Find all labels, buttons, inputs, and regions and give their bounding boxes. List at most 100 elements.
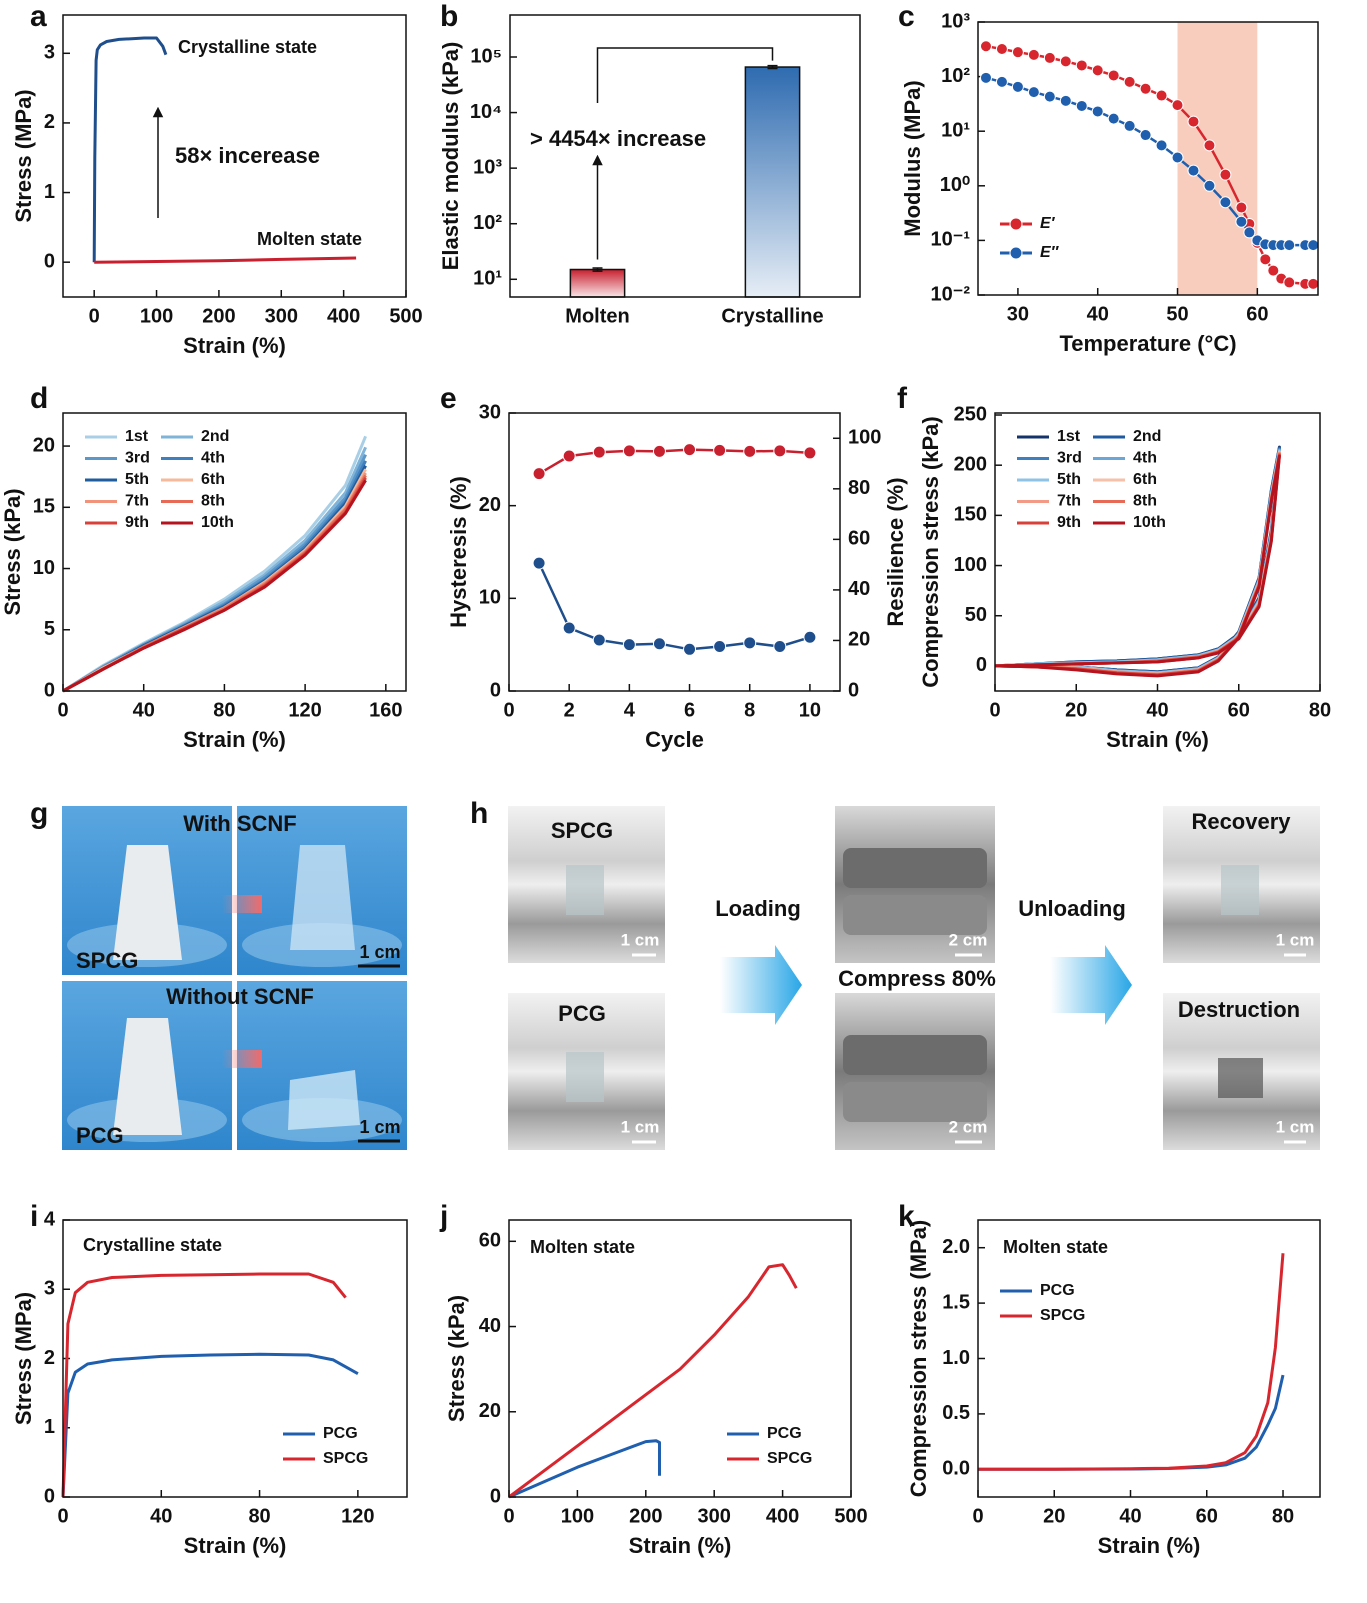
panel-label: a bbox=[30, 0, 47, 33]
y-axis-label: Stress (MPa) bbox=[11, 1292, 36, 1425]
photo-label: SPCG bbox=[551, 818, 613, 843]
x-tick-label: 0 bbox=[503, 699, 514, 721]
x-tick-label: 120 bbox=[288, 699, 321, 721]
plate bbox=[843, 895, 987, 935]
panel-label: d bbox=[30, 382, 48, 415]
photo-panel-g: g With SCNF SPCG 1 cm Without SCNF PCG 1… bbox=[30, 797, 407, 1150]
annotation: Crystalline state bbox=[178, 37, 317, 57]
x-tick-label: 200 bbox=[629, 1505, 662, 1527]
y2-tick-label: 40 bbox=[848, 578, 870, 600]
panel-label: g bbox=[30, 797, 48, 830]
y2-tick-label: 0 bbox=[848, 679, 859, 701]
x-axis-label: Strain (%) bbox=[184, 1533, 287, 1558]
marker bbox=[1091, 105, 1104, 118]
x-tick-label: 40 bbox=[133, 699, 155, 721]
marker bbox=[1203, 139, 1216, 152]
marker bbox=[652, 444, 666, 458]
y-axis-label: Stress (kPa) bbox=[444, 1295, 469, 1422]
panel-label: j bbox=[439, 1200, 448, 1233]
marker bbox=[1171, 99, 1184, 112]
photo-label: Destruction bbox=[1178, 997, 1300, 1022]
sample bbox=[566, 1052, 604, 1102]
x-tick-label: 100 bbox=[140, 305, 173, 327]
x-tick-label: 200 bbox=[202, 305, 235, 327]
legend-label: 3rd bbox=[1057, 450, 1082, 467]
arrow bbox=[720, 945, 802, 1025]
x-tick-label: Molten bbox=[565, 305, 629, 327]
y-tick-label: 0 bbox=[44, 250, 55, 272]
y-axis-label: Compression stress (kPa) bbox=[918, 416, 943, 687]
error-bar bbox=[767, 64, 778, 70]
scale-label: 1 cm bbox=[621, 930, 660, 949]
legend-label: 8th bbox=[1133, 493, 1157, 510]
legend-label: 1st bbox=[125, 428, 149, 445]
marker bbox=[1075, 59, 1088, 72]
legend-label: SPCG bbox=[767, 1450, 812, 1467]
legend-label: 9th bbox=[1057, 514, 1081, 531]
marker bbox=[1219, 196, 1232, 209]
legend-label: 4th bbox=[1133, 450, 1157, 467]
plot-frame bbox=[994, 412, 1321, 692]
marker bbox=[1027, 86, 1040, 99]
x-tick-label: 60 bbox=[1228, 699, 1250, 721]
panel-label: i bbox=[30, 1200, 38, 1233]
y-tick-label: 0 bbox=[490, 679, 501, 701]
photo-label: Recovery bbox=[1191, 809, 1291, 834]
x-tick-label: 10 bbox=[799, 699, 821, 721]
x-tick-label: 400 bbox=[327, 305, 360, 327]
sample bbox=[290, 845, 355, 950]
y-tick-label: 1 bbox=[44, 1416, 55, 1438]
arrow bbox=[222, 895, 262, 913]
panel-label: k bbox=[898, 1200, 915, 1233]
y2-axis-label: Resilience (%) bbox=[883, 477, 908, 626]
marker bbox=[743, 636, 757, 650]
panel-label: c bbox=[898, 0, 915, 33]
y-tick-label: 40 bbox=[479, 1315, 501, 1337]
scale-label: 1 cm bbox=[1276, 1117, 1315, 1136]
photo-panel-h: h SPCG 1 cm PCG 1 cm Loading Compress 80… bbox=[470, 797, 1320, 1150]
sample bbox=[1218, 1058, 1263, 1098]
marker bbox=[622, 444, 636, 458]
marker bbox=[1123, 119, 1136, 132]
y-tick-label: 60 bbox=[479, 1230, 501, 1252]
legend-label: 7th bbox=[1057, 493, 1081, 510]
marker bbox=[1235, 201, 1248, 214]
marker bbox=[743, 444, 757, 458]
legend-label: PCG bbox=[323, 1425, 358, 1442]
series-line bbox=[508, 1263, 798, 1499]
series-line bbox=[994, 454, 1281, 678]
y-tick-label: 50 bbox=[965, 604, 987, 626]
x-tick-label: 0 bbox=[989, 699, 1000, 721]
y2-tick-label: 60 bbox=[848, 528, 870, 550]
series-line bbox=[508, 1439, 661, 1499]
marker bbox=[1307, 277, 1320, 290]
y-tick-label: 10⁻² bbox=[931, 283, 971, 305]
marker bbox=[622, 638, 636, 652]
marker bbox=[1139, 82, 1152, 95]
arrow bbox=[222, 1050, 262, 1068]
x-tick-label: 500 bbox=[834, 1505, 867, 1527]
series-line bbox=[62, 453, 367, 693]
y-tick-label: 0.0 bbox=[942, 1458, 970, 1480]
y-tick-label: 150 bbox=[954, 504, 987, 526]
x-tick-label: 50 bbox=[1166, 303, 1188, 325]
y-tick-label: 10³ bbox=[941, 10, 970, 32]
y-tick-label: 0 bbox=[44, 679, 55, 701]
y-tick-label: 10 bbox=[33, 557, 55, 579]
marker bbox=[1043, 90, 1056, 103]
y-tick-label: 1 bbox=[44, 181, 55, 203]
y-axis-label: Hysteresis (%) bbox=[446, 476, 471, 628]
legend-label: PCG bbox=[1040, 1282, 1075, 1299]
y-tick-label: 20 bbox=[479, 1400, 501, 1422]
plate bbox=[843, 848, 987, 888]
sample bbox=[566, 865, 604, 915]
x-tick-label: 4 bbox=[624, 699, 636, 721]
marker bbox=[1171, 151, 1184, 164]
marker bbox=[1155, 139, 1168, 152]
y-tick-label: 2 bbox=[44, 111, 55, 133]
y-tick-label: 2 bbox=[44, 1347, 55, 1369]
legend-label: E″ bbox=[1040, 244, 1060, 261]
y-tick-label: 20 bbox=[33, 434, 55, 456]
plot-frame bbox=[62, 1219, 408, 1498]
